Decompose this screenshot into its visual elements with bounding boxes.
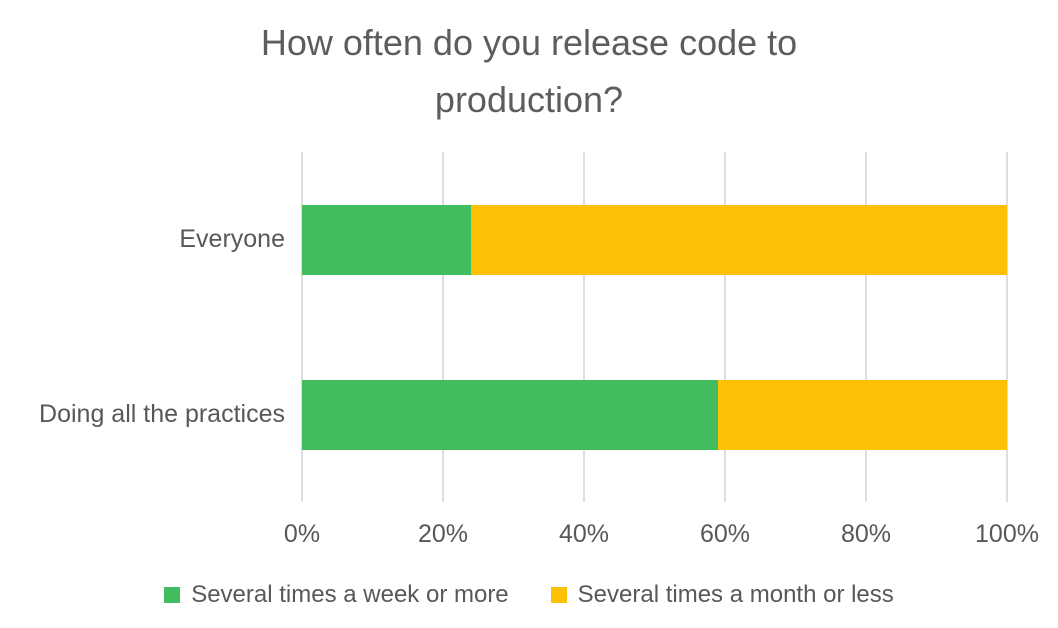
bar-segment-series-2	[471, 204, 1007, 275]
plot-area	[301, 152, 1008, 502]
bar-segment-series-1	[302, 379, 718, 450]
gridline-100%	[1006, 152, 1008, 502]
x-axis-tick-label: 40%	[558, 520, 610, 548]
bar-row-1	[302, 204, 1007, 275]
x-axis-tick-label: 80%	[840, 520, 892, 548]
legend-swatch-icon	[164, 587, 181, 603]
legend-swatch-icon	[550, 587, 567, 603]
legend-label: Several times a month or less	[577, 581, 894, 608]
legend: Several times a week or more Several time…	[0, 581, 1058, 609]
category-axis: Everyone Doing all the practices	[0, 152, 285, 502]
gridline-80%	[865, 152, 867, 502]
x-axis-tick-label: 100%	[975, 520, 1039, 548]
x-axis: 0% 20% 40% 60% 80% 100%	[284, 520, 1039, 552]
chart-title: How often do you release code to product…	[260, 22, 798, 120]
category-label: Doing all the practices	[39, 400, 285, 428]
x-axis-tick-label: 0%	[283, 520, 321, 548]
gridline-20%	[442, 152, 444, 502]
gridline-0%	[301, 152, 303, 502]
x-axis-tick-label: 20%	[417, 520, 469, 548]
legend-label: Several times a week or more	[191, 581, 509, 608]
bar-segment-series-2	[717, 379, 1007, 450]
x-axis-tick-label: 60%	[699, 520, 751, 548]
bar-segment-series-1	[302, 204, 472, 275]
bar-row-2	[302, 379, 1007, 450]
legend-item-series-1: Several times a week or more	[164, 581, 509, 609]
category-label: Everyone	[179, 225, 285, 253]
gridline-40%	[583, 152, 585, 502]
legend-item-series-2: Several times a month or less	[550, 581, 894, 609]
gridline-60%	[724, 152, 726, 502]
